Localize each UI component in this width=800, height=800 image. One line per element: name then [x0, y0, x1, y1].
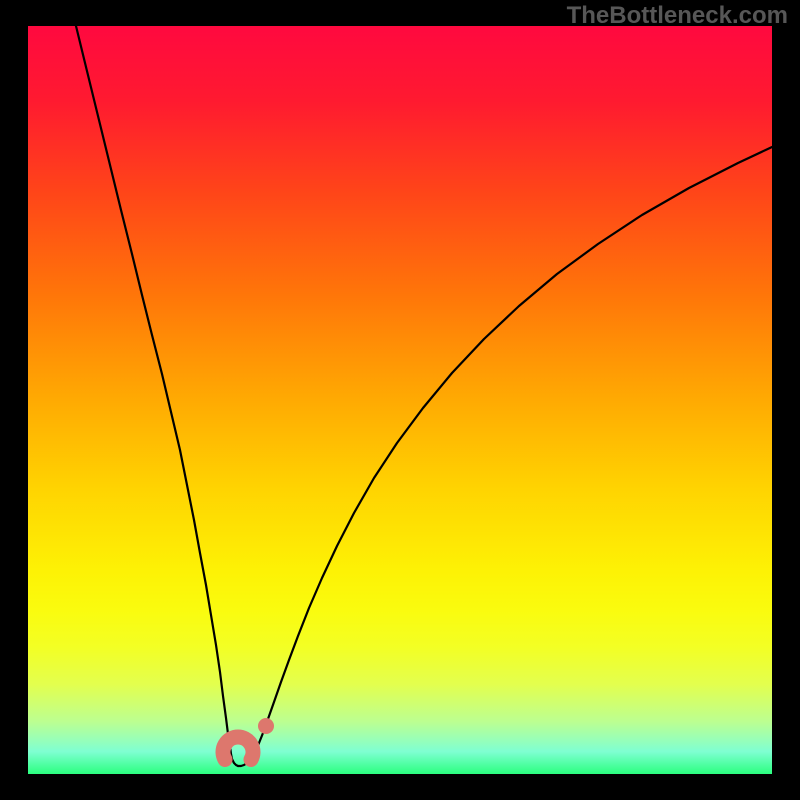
gradient-background [28, 26, 772, 774]
chart-container: TheBottleneck.com [0, 0, 800, 800]
marker-dot-1 [258, 718, 274, 734]
plot-area [28, 26, 772, 774]
watermark-text: TheBottleneck.com [567, 2, 788, 30]
plot-svg [28, 26, 772, 774]
